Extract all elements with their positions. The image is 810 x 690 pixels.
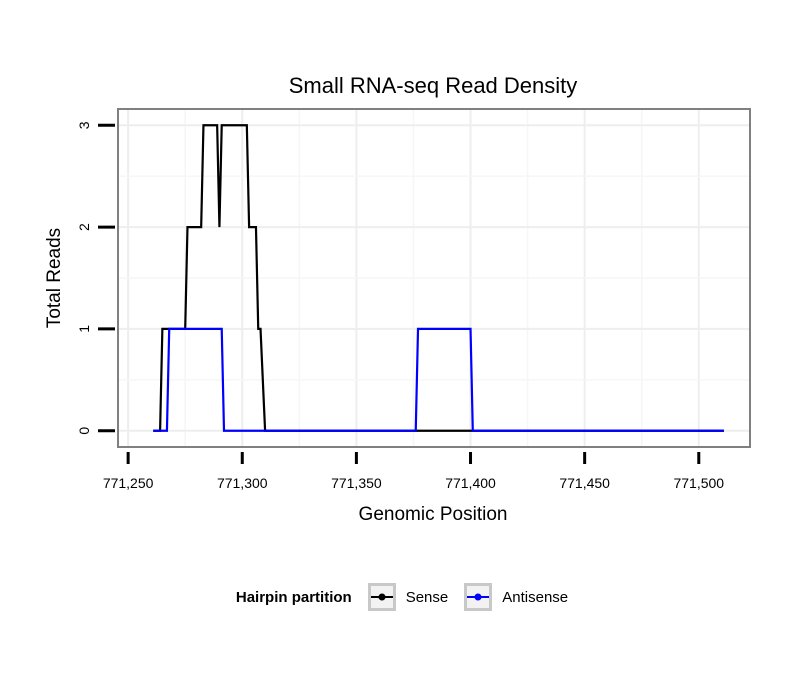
x-tick-label: 771,300 xyxy=(217,475,268,491)
x-tick-label: 771,450 xyxy=(559,475,610,491)
chart-title: Small RNA-seq Read Density xyxy=(289,73,578,98)
series-line-antisense xyxy=(153,327,724,432)
y-tick-label: 2 xyxy=(76,223,92,231)
x-tick-label: 771,350 xyxy=(331,475,382,491)
sense-line-dot-icon xyxy=(370,593,393,601)
x-axis-label: Genomic Position xyxy=(359,504,508,525)
y-tick-label: 0 xyxy=(76,427,92,435)
legend-key-sense xyxy=(367,583,396,611)
legend-title: Hairpin partition xyxy=(235,588,352,606)
legend-key-antisense xyxy=(464,583,493,611)
x-tick-label: 771,400 xyxy=(445,475,496,491)
legend-label-antisense: Antisense xyxy=(502,588,569,606)
antisense-line-dot-icon xyxy=(467,593,490,601)
x-tick-label: 771,250 xyxy=(103,475,154,491)
y-axis-label: Total Reads xyxy=(44,228,65,328)
series-layer xyxy=(153,124,724,432)
x-tick-label: 771,500 xyxy=(673,475,724,491)
legend-label-sense: Sense xyxy=(405,588,449,606)
y-tick-label: 3 xyxy=(76,121,92,129)
plot-panel-border xyxy=(117,108,751,448)
legend: Hairpin partition Sense Antisense xyxy=(0,578,810,616)
y-tick-label: 1 xyxy=(76,325,92,333)
axis-layer: 771,250 771,300 771,350 771,400 771,450 771,5… xyxy=(76,121,724,491)
grid-layer xyxy=(119,110,749,446)
